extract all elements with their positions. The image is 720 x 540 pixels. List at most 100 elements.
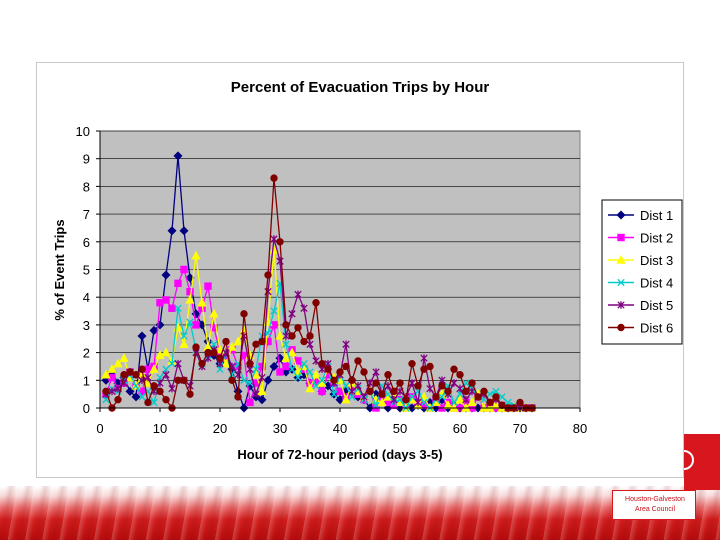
data-point bbox=[155, 350, 165, 360]
data-point bbox=[330, 390, 338, 398]
y-tick-label: 3 bbox=[83, 318, 90, 333]
data-point bbox=[341, 394, 351, 404]
logo-line-1: Houston-Galveston bbox=[625, 496, 685, 503]
data-point bbox=[149, 325, 159, 335]
data-point bbox=[174, 376, 182, 384]
y-tick-label: 4 bbox=[83, 290, 90, 305]
data-point bbox=[617, 323, 625, 332]
data-point bbox=[348, 387, 356, 396]
data-point bbox=[372, 401, 380, 409]
y-tick-label: 5 bbox=[83, 263, 90, 278]
data-point bbox=[270, 174, 278, 182]
data-point bbox=[311, 369, 321, 379]
legend-item: Dist 3 bbox=[608, 253, 673, 268]
data-point bbox=[354, 357, 362, 365]
data-point bbox=[402, 395, 410, 404]
data-point bbox=[209, 308, 219, 318]
footer-red-band bbox=[0, 486, 720, 540]
data-point bbox=[616, 254, 626, 264]
data-point bbox=[438, 382, 446, 390]
data-point bbox=[258, 373, 266, 382]
data-point bbox=[462, 395, 470, 404]
x-tick-label: 20 bbox=[213, 421, 227, 436]
data-point bbox=[438, 393, 446, 401]
data-point bbox=[617, 233, 625, 242]
data-point bbox=[234, 393, 242, 401]
data-point bbox=[180, 376, 188, 384]
data-point bbox=[324, 365, 332, 373]
data-point bbox=[288, 310, 296, 318]
data-point bbox=[216, 354, 224, 362]
data-point bbox=[456, 371, 464, 379]
legend-label: Dist 5 bbox=[640, 298, 673, 313]
legend-item: Dist 4 bbox=[608, 276, 673, 291]
data-point bbox=[240, 310, 248, 318]
data-point bbox=[336, 368, 344, 376]
legend-item: Dist 6 bbox=[608, 321, 673, 336]
data-point bbox=[504, 398, 512, 407]
data-point bbox=[276, 368, 284, 376]
legend-label: Dist 3 bbox=[640, 253, 673, 268]
data-point bbox=[617, 301, 625, 309]
data-point bbox=[258, 337, 266, 346]
y-tick-label: 9 bbox=[83, 152, 90, 167]
data-point bbox=[191, 250, 201, 260]
data-point bbox=[252, 390, 260, 398]
data-point bbox=[348, 393, 356, 401]
data-point bbox=[384, 371, 392, 379]
data-point bbox=[275, 330, 285, 340]
data-point bbox=[456, 384, 464, 393]
x-tick-label: 60 bbox=[453, 421, 467, 436]
data-point bbox=[162, 365, 170, 373]
data-point bbox=[137, 331, 147, 341]
data-point bbox=[257, 386, 267, 396]
footer-band-texture bbox=[0, 486, 720, 540]
data-point bbox=[252, 340, 260, 348]
data-point bbox=[210, 348, 218, 357]
data-point bbox=[264, 271, 272, 279]
data-point bbox=[161, 347, 171, 357]
data-point bbox=[426, 362, 434, 371]
data-point bbox=[263, 375, 273, 385]
data-point bbox=[312, 357, 320, 365]
x-tick-label: 50 bbox=[393, 421, 407, 436]
data-point bbox=[306, 340, 314, 349]
data-point bbox=[270, 235, 278, 243]
data-point bbox=[161, 270, 171, 280]
legend-label: Dist 2 bbox=[640, 231, 673, 246]
data-point bbox=[420, 398, 428, 407]
data-point bbox=[492, 393, 500, 401]
data-point bbox=[162, 395, 170, 404]
data-point bbox=[144, 398, 152, 407]
data-point bbox=[342, 362, 350, 371]
data-point bbox=[156, 387, 164, 396]
data-point bbox=[498, 393, 506, 401]
data-point bbox=[455, 394, 465, 404]
data-point bbox=[282, 321, 290, 329]
data-point bbox=[474, 393, 482, 401]
logo-emblem bbox=[674, 434, 720, 490]
data-point bbox=[486, 398, 494, 407]
data-point bbox=[119, 353, 129, 362]
x-tick-label: 40 bbox=[333, 421, 347, 436]
data-point bbox=[354, 382, 362, 390]
data-point bbox=[156, 299, 164, 307]
data-point bbox=[186, 287, 194, 296]
data-point bbox=[377, 397, 387, 407]
data-point bbox=[180, 332, 188, 340]
data-point bbox=[444, 387, 452, 396]
data-point bbox=[294, 323, 302, 332]
data-point bbox=[210, 323, 218, 332]
data-point bbox=[282, 332, 290, 340]
data-point bbox=[360, 393, 368, 401]
data-point bbox=[246, 379, 254, 387]
data-point bbox=[174, 359, 182, 368]
data-point bbox=[390, 387, 398, 396]
data-point bbox=[408, 359, 416, 368]
data-point bbox=[167, 226, 177, 236]
data-point bbox=[198, 359, 206, 368]
data-point bbox=[168, 360, 176, 368]
data-point bbox=[132, 371, 140, 379]
data-point bbox=[210, 340, 218, 348]
data-point bbox=[414, 382, 422, 390]
